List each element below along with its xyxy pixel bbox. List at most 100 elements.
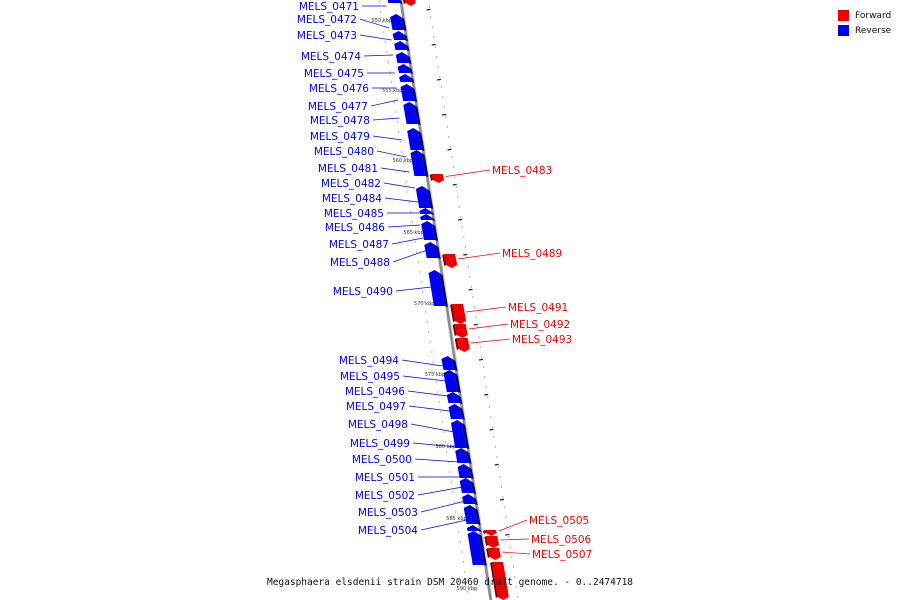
label-leader: [392, 249, 428, 263]
guide-dot-left: [402, 161, 404, 163]
gene-label-reverse: MELS_0498: [348, 419, 408, 431]
track-dash: [452, 183, 457, 186]
gene-label-forward: MELS_0507: [532, 549, 592, 561]
gene-label-reverse: MELS_0475: [304, 68, 364, 80]
guide-dot-left: [380, 11, 382, 13]
guide-dot-left: [408, 201, 410, 203]
gene-shadow: [410, 77, 415, 83]
label-leader: [402, 375, 446, 382]
guide-dot-right: [514, 576, 516, 578]
label-leader: [359, 18, 390, 29]
label-leader: [412, 442, 457, 448]
gene-label-reverse: MELS_0494: [339, 355, 399, 367]
guide-dot-left: [417, 261, 419, 263]
guide-dot-right: [458, 206, 460, 208]
track-dash: [457, 218, 463, 221]
guide-dot-left: [428, 331, 430, 333]
gene-arrow: [451, 420, 467, 448]
guide-dot-right: [496, 456, 498, 458]
guide-dot-left: [467, 591, 469, 593]
guide-dot-right: [464, 246, 466, 248]
gene-label-forward: MELS_0506: [531, 534, 591, 546]
gene-label-reverse: MELS_0473: [297, 30, 357, 42]
gene-arrow: [456, 338, 470, 352]
guide-dot-right: [488, 406, 490, 408]
guide-dot-right: [439, 76, 441, 78]
guide-dot-right: [500, 486, 502, 488]
label-leader: [384, 197, 419, 203]
gene-label-reverse: MELS_0495: [340, 371, 400, 383]
guide-dot-right: [494, 446, 496, 448]
gene-shadow: [418, 131, 425, 151]
gene-arrow: [390, 14, 404, 30]
gene-shadow: [457, 395, 463, 404]
guide-dot-right: [433, 36, 435, 38]
gene-MELS_0507: [486, 548, 501, 560]
gene-label-forward: MELS_0505: [529, 515, 589, 527]
gene-arrow: [403, 102, 418, 124]
gene-shadow: [454, 338, 459, 350]
track-dash: [473, 323, 478, 326]
gene-arrow: [467, 531, 484, 565]
label-leader: [420, 500, 466, 513]
guide-dot-right: [475, 316, 477, 318]
guide-dot-right: [434, 46, 436, 48]
guide-dot-left: [452, 491, 454, 493]
guide-dot-right: [466, 256, 468, 258]
guide-dot-left: [459, 541, 461, 543]
guide-dot-right: [499, 476, 501, 478]
guide-dot-right: [442, 96, 444, 98]
gene-shadow: [452, 359, 458, 371]
guide-dot-left: [434, 371, 436, 373]
gene-shadow: [401, 17, 407, 31]
guide-dot-right: [469, 276, 471, 278]
guide-dot-right: [490, 416, 492, 418]
guide-dot-left: [464, 571, 466, 573]
gene-MELS_0488: [428, 270, 448, 307]
guide-dot-right: [509, 546, 511, 548]
track-dash: [499, 498, 505, 501]
guide-dot-left: [441, 421, 443, 423]
guide-dot-left: [432, 361, 434, 363]
gene-label-reverse: MELS_0497: [346, 401, 406, 413]
label-leader: [466, 306, 507, 313]
gene-MELS_0497: [451, 420, 470, 449]
guide-dot-right: [463, 236, 465, 238]
gene-shadow: [405, 44, 410, 51]
gene-shadow: [468, 467, 474, 479]
guide-dot-right: [491, 426, 493, 428]
gene-arrow: [459, 478, 473, 493]
gene-label-reverse: MELS_0486: [325, 222, 385, 234]
guide-dot-right: [481, 356, 483, 358]
gene-MELS_0502: [463, 505, 481, 525]
guide-dot-left: [398, 131, 400, 133]
guide-dot-right: [503, 506, 505, 508]
label-leader: [370, 99, 399, 107]
guide-dot-right: [470, 286, 472, 288]
label-leader: [383, 182, 415, 189]
guide-dot-right: [485, 386, 487, 388]
tick-label: 570 kbp: [414, 301, 434, 307]
gene-shadow: [435, 245, 441, 259]
guide-dot-right: [437, 66, 439, 68]
guide-dot-left: [453, 501, 455, 503]
guide-dot-left: [401, 151, 403, 153]
gene-arrow: [455, 448, 469, 463]
guide-dot-left: [389, 71, 391, 73]
gene-label-reverse: MELS_0478: [310, 115, 370, 127]
gene-shadow: [411, 87, 418, 102]
gene-MELS_0475: [395, 52, 412, 64]
guide-dot-right: [448, 136, 450, 138]
gene-arrow: [399, 74, 412, 82]
gene-label-reverse: MELS_0500: [352, 454, 412, 466]
gene-label-reverse: MELS_0501: [355, 472, 415, 484]
gene-MELS_0491: [450, 304, 467, 324]
gene-shadow: [454, 373, 461, 393]
guide-dot-right: [443, 106, 445, 108]
guide-dot-right: [445, 116, 447, 118]
label-leader: [468, 323, 509, 330]
gene-shadow: [459, 407, 465, 420]
gene-MELS_0478: [400, 84, 418, 102]
